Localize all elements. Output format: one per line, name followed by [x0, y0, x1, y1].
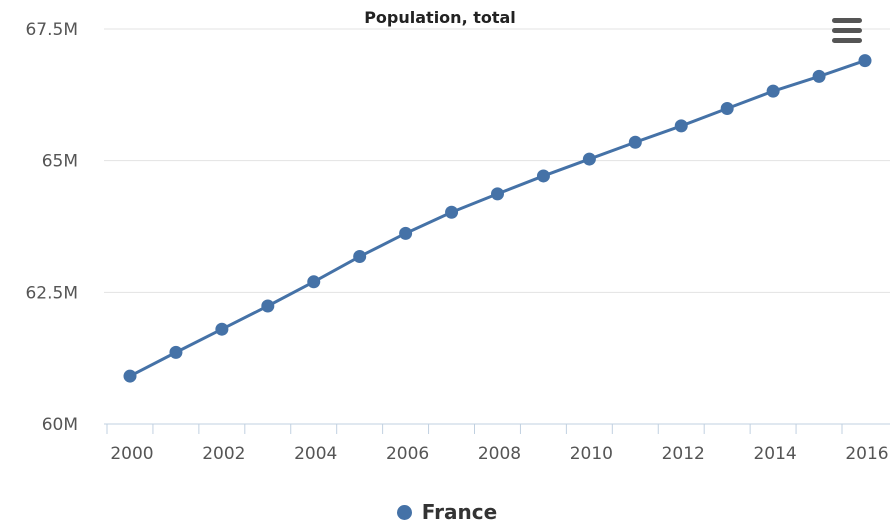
data-point[interactable] [720, 102, 734, 116]
data-point[interactable] [674, 119, 688, 133]
data-point[interactable] [353, 250, 367, 264]
data-point[interactable] [812, 69, 826, 83]
x-tick-label: 2000 [110, 444, 153, 464]
legend-marker-icon [396, 504, 412, 520]
y-tick-label: 67.5M [25, 20, 78, 40]
x-tick-label: 2002 [202, 444, 245, 464]
y-tick-label: 65M [42, 152, 78, 172]
data-point[interactable] [628, 135, 642, 149]
data-point[interactable] [766, 84, 780, 98]
x-tick-label: 2006 [386, 444, 429, 464]
data-point[interactable] [399, 226, 413, 240]
data-point[interactable] [261, 299, 275, 313]
hamburger-menu-icon-bar [832, 38, 862, 43]
x-tick-label: 2010 [570, 444, 613, 464]
x-tick-label: 2012 [662, 444, 705, 464]
data-point[interactable] [123, 369, 137, 383]
legend-item-france[interactable]: France [396, 500, 498, 524]
data-point[interactable] [858, 54, 872, 68]
hamburger-menu-icon-bar [832, 28, 862, 33]
y-tick-label: 62.5M [25, 283, 78, 303]
chart-title: Population, total [364, 8, 516, 27]
data-point[interactable] [215, 322, 229, 336]
x-tick-label: 2004 [294, 444, 337, 464]
legend-label: France [421, 500, 498, 524]
x-tick-label: 2008 [478, 444, 521, 464]
chart-menu-button[interactable] [826, 12, 868, 50]
x-tick-label: 2016 [845, 444, 888, 464]
data-point[interactable] [536, 169, 550, 183]
y-tick-label: 60M [42, 415, 78, 435]
data-point[interactable] [582, 152, 596, 166]
x-tick-label: 2014 [753, 444, 796, 464]
data-point[interactable] [491, 187, 504, 201]
legend: France [0, 500, 894, 525]
hamburger-menu-icon [832, 18, 862, 23]
data-point[interactable] [169, 345, 183, 359]
data-point[interactable] [445, 205, 459, 219]
series-line-france [129, 59, 866, 378]
data-point[interactable] [307, 275, 321, 289]
